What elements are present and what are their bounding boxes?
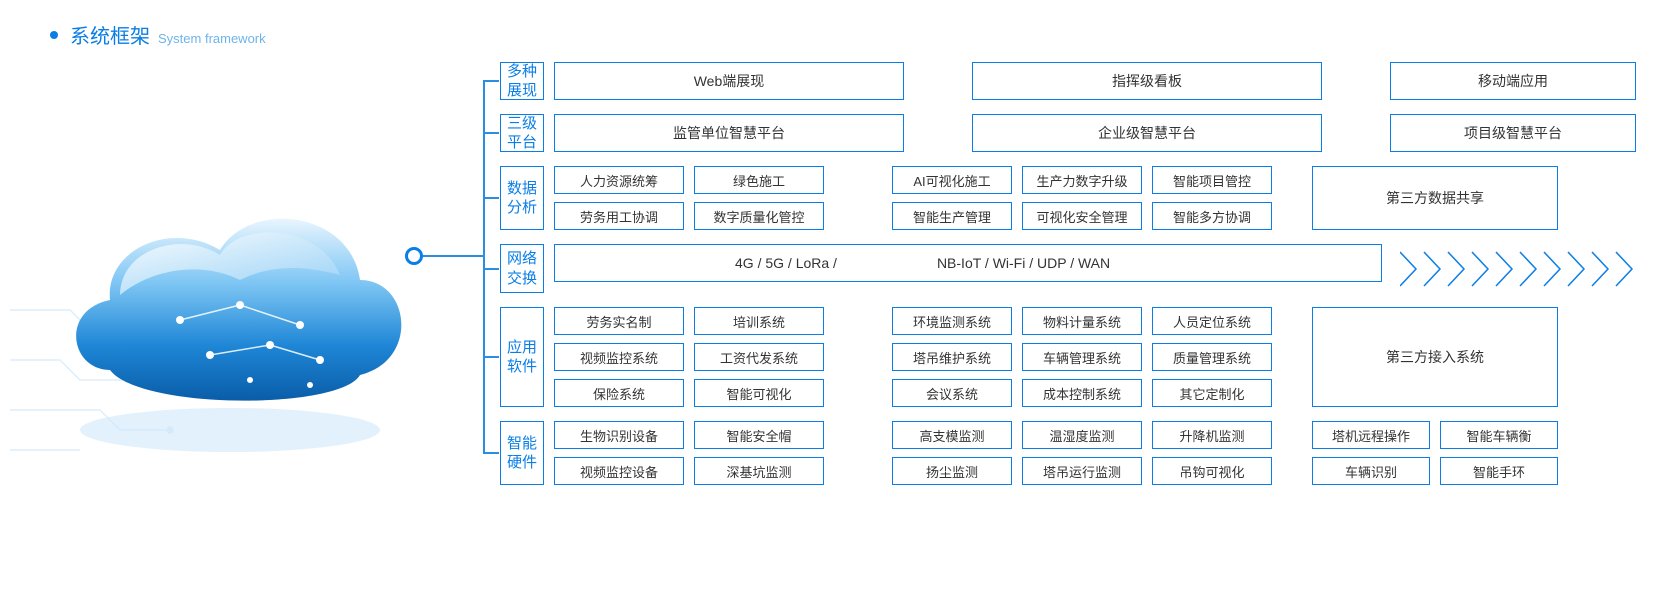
row-body: 劳务实名制培训系统视频监控系统工资代发系统保险系统智能可视化 环境监测系统物料计量…	[554, 307, 1640, 407]
cell: 保险系统	[554, 379, 684, 407]
cell: Web端展现	[554, 62, 904, 100]
cell: 质量管理系统	[1152, 343, 1272, 371]
connector-stub	[483, 356, 499, 358]
row-label: 智能硬件	[500, 421, 544, 485]
row-label: 三级平台	[500, 114, 544, 152]
cell: 可视化安全管理	[1022, 202, 1142, 230]
cell: 项目级智慧平台	[1390, 114, 1636, 152]
framework-grid: 多种展现 Web端展现 指挥级看板 移动端应用三级平台监管单位智慧平台 企业级智慧平台 项…	[500, 62, 1640, 499]
cell: 人力资源统筹	[554, 166, 684, 194]
cell: 高支模监测	[892, 421, 1012, 449]
cell: 企业级智慧平台	[972, 114, 1322, 152]
connector-stub	[483, 132, 499, 134]
cell: 车辆识别	[1312, 457, 1430, 485]
cell: 人员定位系统	[1152, 307, 1272, 335]
cell: 智能车辆衡	[1440, 421, 1558, 449]
connector-stub	[483, 80, 499, 82]
connector-stub	[483, 197, 499, 199]
title-en: System framework	[158, 31, 266, 46]
cell: 指挥级看板	[972, 62, 1322, 100]
connector-stub	[483, 452, 499, 454]
cell: 物料计量系统	[1022, 307, 1142, 335]
cell: 劳务实名制	[554, 307, 684, 335]
cell: 塔吊运行监测	[1022, 457, 1142, 485]
cell: 其它定制化	[1152, 379, 1272, 407]
row-label: 多种展现	[500, 62, 544, 100]
cell: 工资代发系统	[694, 343, 824, 371]
row-label: 数据分析	[500, 166, 544, 230]
cell: 智能生产管理	[892, 202, 1012, 230]
cell: 生产力数字升级	[1022, 166, 1142, 194]
cell: 生物识别设备	[554, 421, 684, 449]
cell: AI可视化施工	[892, 166, 1012, 194]
cell: 劳务用工协调	[554, 202, 684, 230]
row-多种展现: 多种展现 Web端展现 指挥级看板 移动端应用	[500, 62, 1640, 100]
row-数据分析: 数据分析人力资源统筹绿色施工劳务用工协调数字质量化管控 AI可视化施工生产力数字升…	[500, 166, 1640, 230]
cell-tall: 第三方接入系统	[1312, 307, 1558, 407]
title-cn: 系统框架	[70, 20, 150, 49]
cell: 塔吊维护系统	[892, 343, 1012, 371]
cell: 吊钩可视化	[1152, 457, 1272, 485]
cell: 视频监控设备	[554, 457, 684, 485]
cell: 车辆管理系统	[1022, 343, 1142, 371]
row-应用软件: 应用软件劳务实名制培训系统视频监控系统工资代发系统保险系统智能可视化 环境监测系统…	[500, 307, 1640, 407]
connector-stub	[483, 268, 499, 270]
cell: 会议系统	[892, 379, 1012, 407]
row-label: 应用软件	[500, 307, 544, 407]
cell: 智能安全帽	[694, 421, 824, 449]
cell: 成本控制系统	[1022, 379, 1142, 407]
cell: 智能可视化	[694, 379, 824, 407]
chevron-row	[1400, 244, 1640, 293]
cell: 扬尘监测	[892, 457, 1012, 485]
cell: 移动端应用	[1390, 62, 1636, 100]
cell: 数字质量化管控	[694, 202, 824, 230]
row-body: 生物识别设备智能安全帽视频监控设备深基坑监测 高支模监测温湿度监测升降机监测扬尘监…	[554, 421, 1640, 485]
row-body: 4G / 5G / LoRa /NB-IoT / Wi-Fi / UDP / W…	[554, 244, 1640, 293]
header: 系统框架 System framework	[50, 20, 266, 49]
cell: 视频监控系统	[554, 343, 684, 371]
cell: 绿色施工	[694, 166, 824, 194]
row-body: Web端展现 指挥级看板 移动端应用	[554, 62, 1640, 100]
row-网络交换: 网络交换 4G / 5G / LoRa /NB-IoT / Wi-Fi / UDP…	[500, 244, 1640, 293]
connector-line	[415, 255, 485, 257]
cloud-illustration	[10, 110, 430, 490]
row-body: 人力资源统筹绿色施工劳务用工协调数字质量化管控 AI可视化施工生产力数字升级智能项…	[554, 166, 1640, 230]
cell: 环境监测系统	[892, 307, 1012, 335]
bullet-icon	[50, 31, 58, 39]
network-box: 4G / 5G / LoRa /NB-IoT / Wi-Fi / UDP / W…	[554, 244, 1382, 282]
cell: 塔机远程操作	[1312, 421, 1430, 449]
cell-tall: 第三方数据共享	[1312, 166, 1558, 230]
cell: 智能多方协调	[1152, 202, 1272, 230]
connector-endpoint-icon	[405, 247, 423, 265]
row-body: 监管单位智慧平台 企业级智慧平台 项目级智慧平台	[554, 114, 1640, 152]
cell: 温湿度监测	[1022, 421, 1142, 449]
cell: 智能手环	[1440, 457, 1558, 485]
cell: 深基坑监测	[694, 457, 824, 485]
row-智能硬件: 智能硬件生物识别设备智能安全帽视频监控设备深基坑监测 高支模监测温湿度监测升降机监…	[500, 421, 1640, 485]
row-三级平台: 三级平台监管单位智慧平台 企业级智慧平台 项目级智慧平台	[500, 114, 1640, 152]
cell: 培训系统	[694, 307, 824, 335]
cell: 智能项目管控	[1152, 166, 1272, 194]
cell: 升降机监测	[1152, 421, 1272, 449]
row-label: 网络交换	[500, 244, 544, 293]
cell: 监管单位智慧平台	[554, 114, 904, 152]
